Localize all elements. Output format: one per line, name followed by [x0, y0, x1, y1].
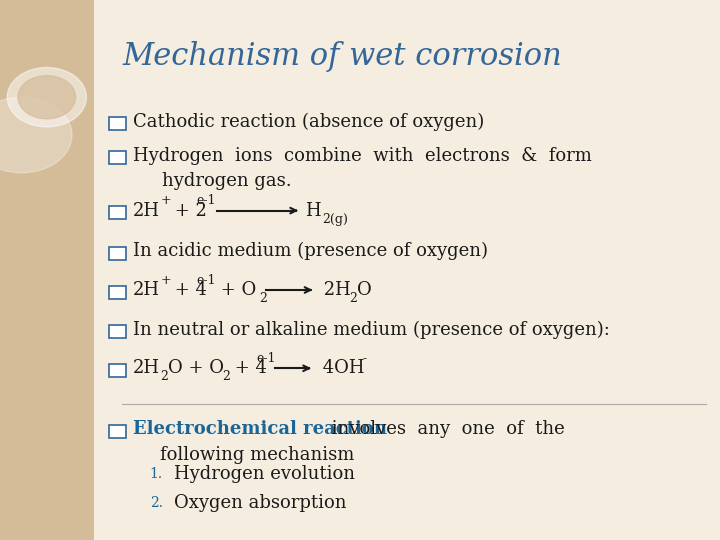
- Text: 2H: 2H: [133, 359, 160, 377]
- Text: involves  any  one  of  the: involves any one of the: [326, 420, 565, 438]
- FancyBboxPatch shape: [109, 286, 126, 299]
- FancyBboxPatch shape: [109, 206, 126, 219]
- Text: e-1: e-1: [197, 194, 216, 207]
- Text: 2: 2: [222, 370, 230, 383]
- Text: -: -: [363, 352, 367, 365]
- Text: e-1: e-1: [256, 352, 276, 365]
- Text: 2: 2: [259, 292, 267, 305]
- FancyBboxPatch shape: [109, 247, 126, 260]
- Circle shape: [18, 76, 76, 119]
- Text: 2: 2: [161, 370, 168, 383]
- Text: Cathodic reaction (absence of oxygen): Cathodic reaction (absence of oxygen): [133, 112, 485, 131]
- Text: 1.: 1.: [150, 467, 163, 481]
- Text: In acidic medium (presence of oxygen): In acidic medium (presence of oxygen): [133, 242, 488, 260]
- Text: following mechanism: following mechanism: [160, 446, 354, 464]
- Text: + 4: + 4: [169, 281, 207, 299]
- Text: In neutral or alkaline medium (presence of oxygen):: In neutral or alkaline medium (presence …: [133, 320, 610, 339]
- Text: Mechanism of wet corrosion: Mechanism of wet corrosion: [122, 41, 562, 72]
- Text: + 4: + 4: [229, 359, 267, 377]
- Text: e-1: e-1: [197, 274, 216, 287]
- FancyBboxPatch shape: [0, 0, 94, 540]
- FancyBboxPatch shape: [109, 325, 126, 338]
- Text: Oxygen absorption: Oxygen absorption: [174, 494, 347, 512]
- Text: O: O: [357, 281, 372, 299]
- Text: Electrochemical reaction: Electrochemical reaction: [133, 420, 387, 438]
- Text: + 2: + 2: [169, 201, 207, 220]
- Circle shape: [0, 97, 72, 173]
- Text: + O: + O: [215, 281, 256, 299]
- Text: Hydrogen evolution: Hydrogen evolution: [174, 465, 355, 483]
- Text: H: H: [305, 201, 320, 220]
- Text: O + O: O + O: [168, 359, 224, 377]
- Text: 2H: 2H: [133, 201, 160, 220]
- Text: 4OH: 4OH: [317, 359, 364, 377]
- Text: +: +: [161, 274, 171, 287]
- FancyBboxPatch shape: [109, 425, 126, 438]
- Text: 2(g): 2(g): [323, 213, 348, 226]
- Circle shape: [7, 68, 86, 127]
- Text: 2H: 2H: [133, 281, 160, 299]
- FancyBboxPatch shape: [109, 151, 126, 164]
- Text: hydrogen gas.: hydrogen gas.: [162, 172, 292, 190]
- FancyBboxPatch shape: [109, 117, 126, 130]
- Text: 2.: 2.: [150, 496, 163, 510]
- Text: +: +: [161, 194, 171, 207]
- Text: 2H: 2H: [318, 281, 351, 299]
- Text: Hydrogen  ions  combine  with  electrons  &  form: Hydrogen ions combine with electrons & f…: [133, 146, 592, 165]
- FancyBboxPatch shape: [109, 364, 126, 377]
- Text: 2: 2: [349, 292, 357, 305]
